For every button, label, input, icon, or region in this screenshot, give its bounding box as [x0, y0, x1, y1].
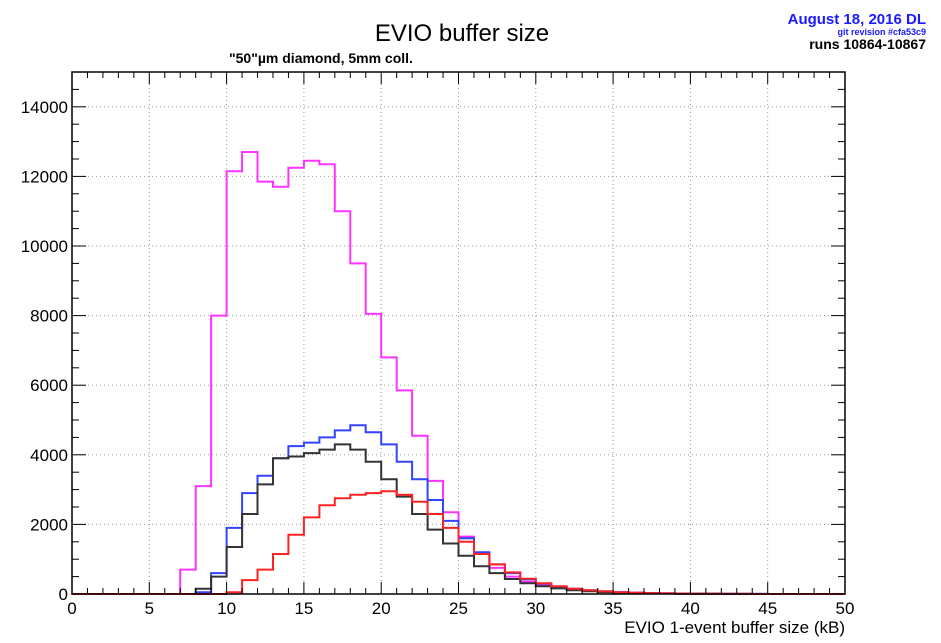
x-tick-label: 25 [449, 599, 468, 618]
x-tick-label: 0 [67, 599, 76, 618]
git-revision-label: git revision #cfa53c9 [837, 27, 926, 37]
chart-title: EVIO buffer size [375, 20, 549, 47]
y-tick-label: 4000 [30, 446, 68, 465]
runs-label: runs 10864-10867 [809, 36, 926, 52]
y-tick-label: 6000 [30, 376, 68, 395]
chart-subtitle: "50"µm diamond, 5mm coll. [229, 50, 413, 66]
date-label: August 18, 2016 DL [788, 11, 926, 28]
x-tick-label: 35 [604, 599, 623, 618]
x-tick-label: 30 [526, 599, 545, 618]
x-tick-label: 15 [294, 599, 313, 618]
axes [71, 71, 846, 595]
x-tick-label: 10 [217, 599, 236, 618]
x-tick-label: 20 [372, 599, 391, 618]
x-axis-label: EVIO 1-event buffer size (kB) [624, 618, 845, 637]
grid-lines [72, 72, 845, 594]
x-tick-label: 40 [681, 599, 700, 618]
x-tick-label: 45 [758, 599, 777, 618]
x-tick-label: 5 [145, 599, 154, 618]
x-tick-label: 50 [836, 599, 855, 618]
y-tick-label: 14000 [21, 98, 68, 117]
y-tick-label: 0 [59, 585, 68, 604]
tick-labels: 0 5 10 15 20 25 30 35 40 45 50 0 2000 4000 6000 8000 100… [21, 98, 855, 618]
y-tick-label: 2000 [30, 515, 68, 534]
y-tick-label: 10000 [21, 237, 68, 256]
y-tick-label: 12000 [21, 167, 68, 186]
y-tick-label: 8000 [30, 307, 68, 326]
